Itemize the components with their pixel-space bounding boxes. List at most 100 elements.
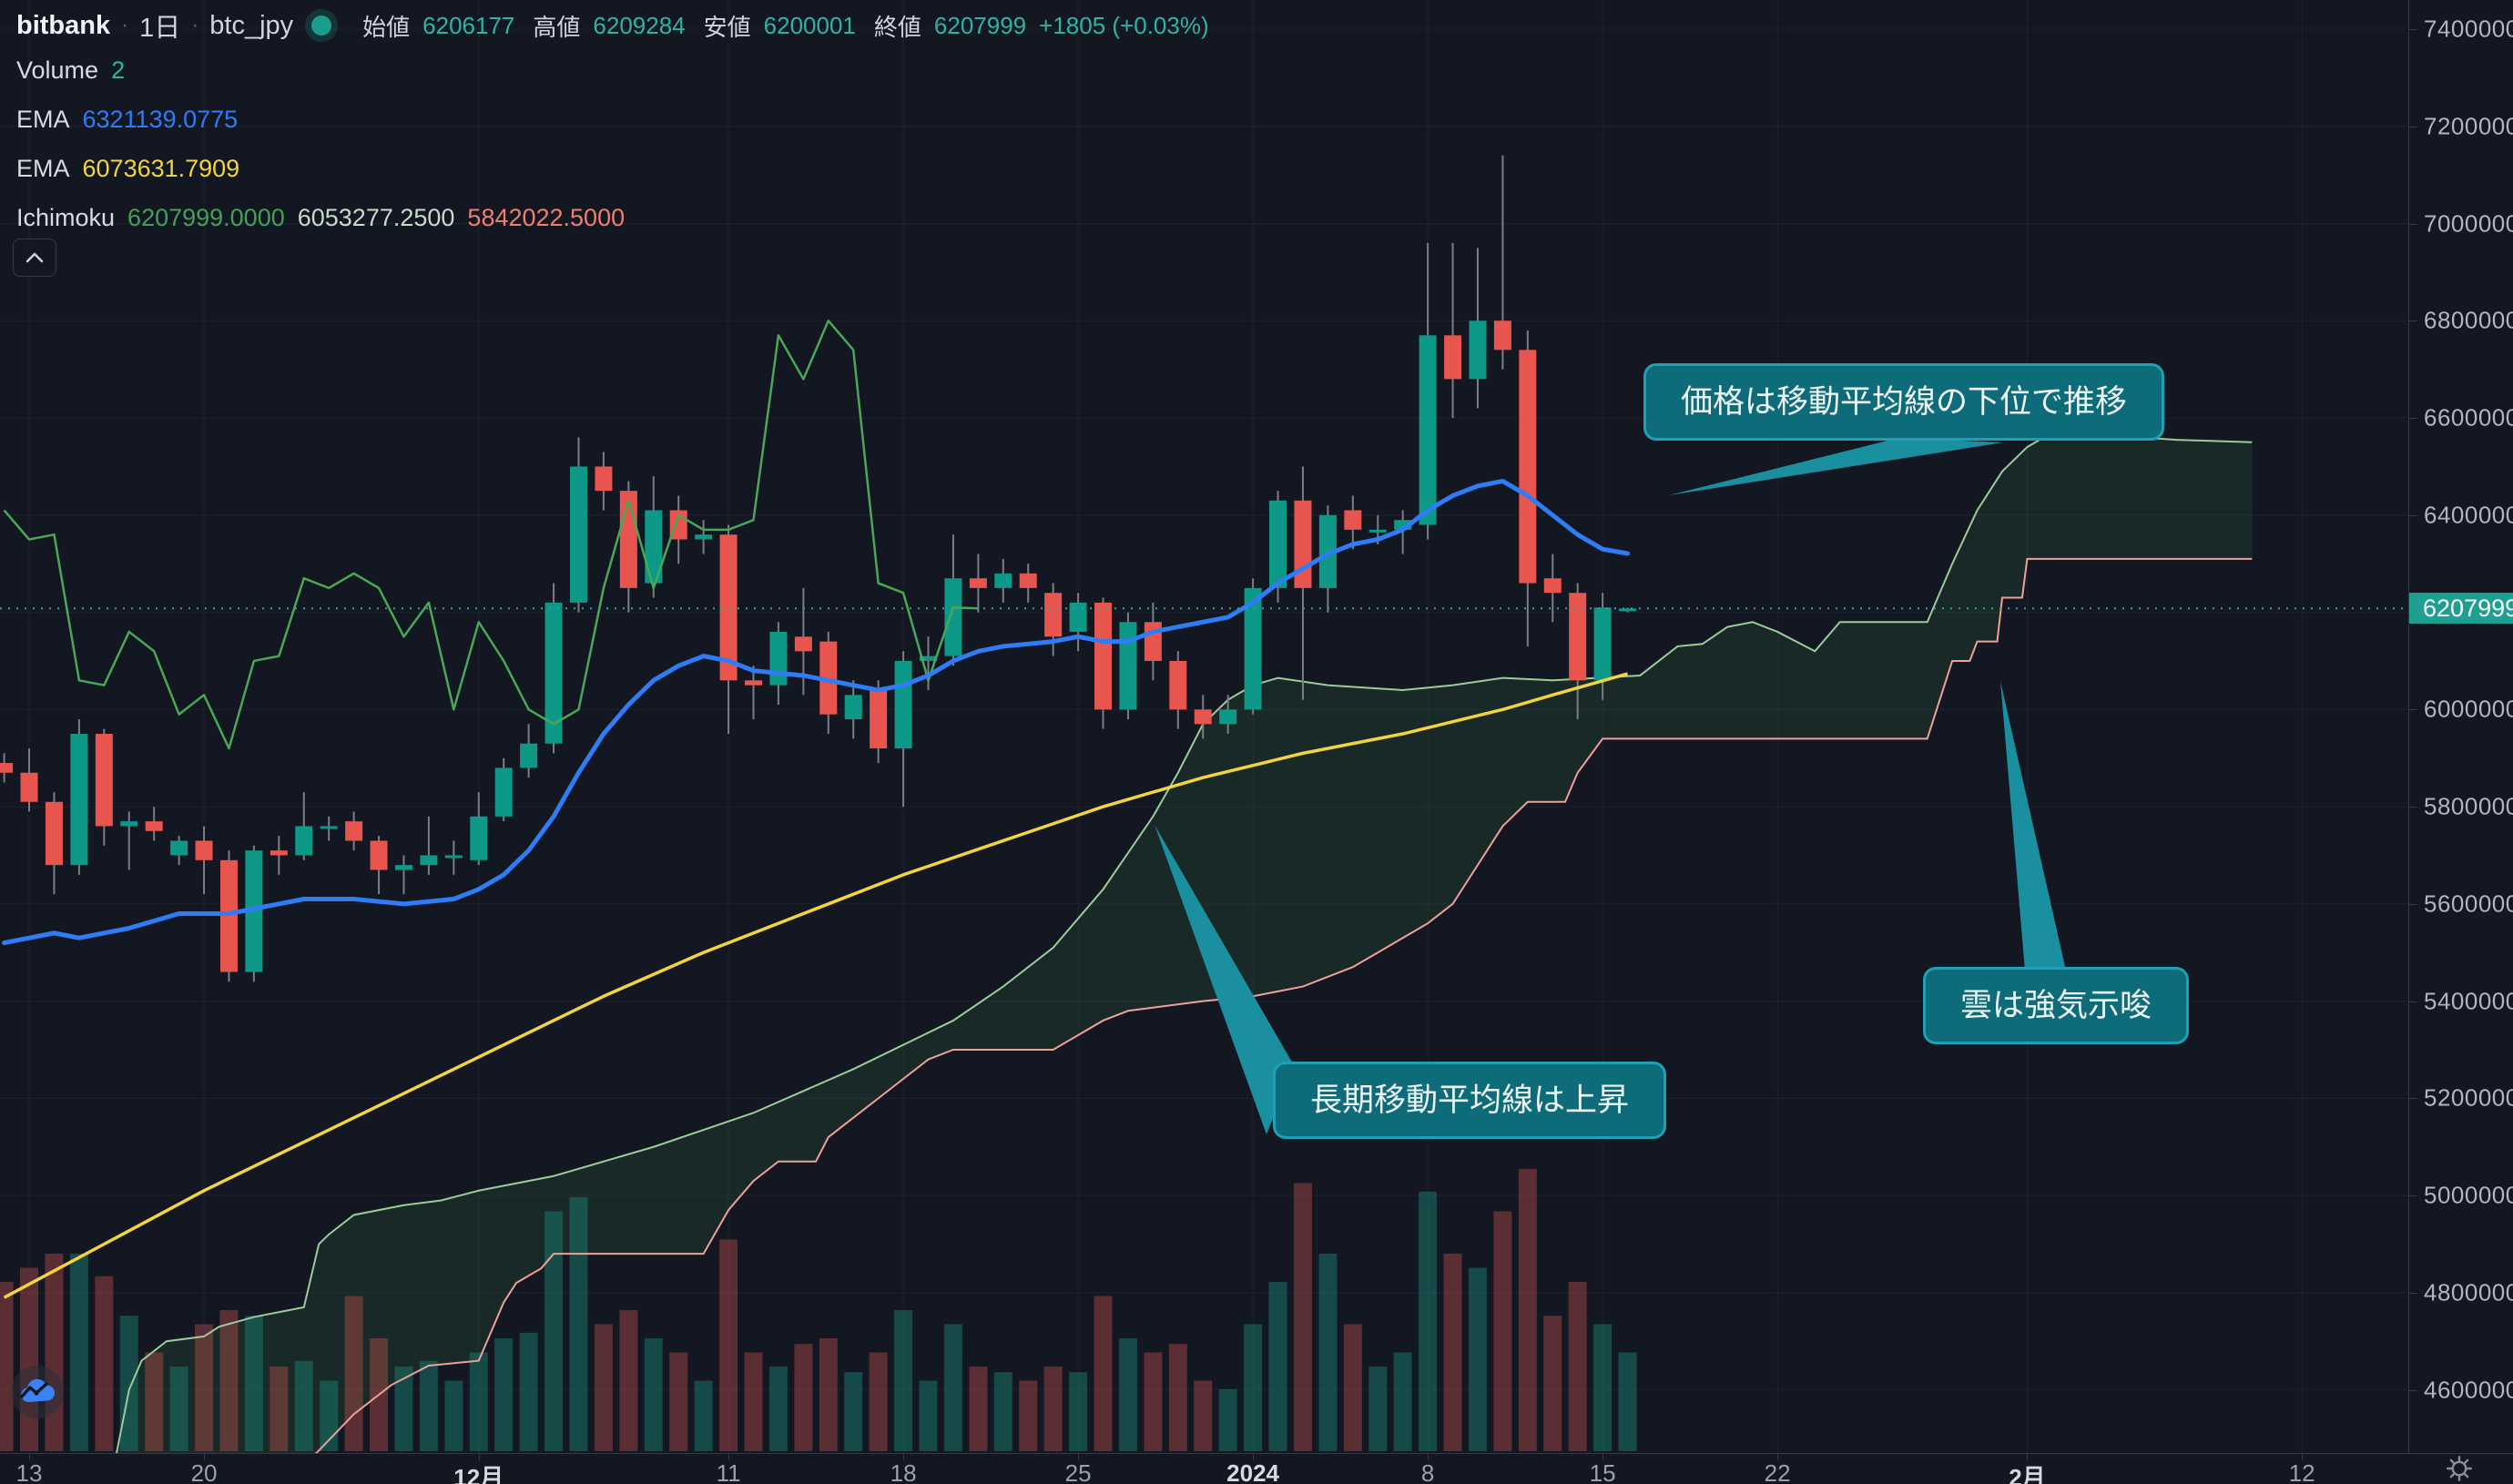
candle-body xyxy=(0,763,14,773)
volume-bar xyxy=(494,1338,514,1451)
volume-bar xyxy=(119,1316,138,1451)
candle-body xyxy=(1269,500,1287,588)
volume-bar xyxy=(145,1352,164,1451)
candle-body xyxy=(944,578,962,656)
high-value: 6209284 xyxy=(593,11,686,39)
candle-body xyxy=(70,734,88,866)
timezone-settings-button[interactable] xyxy=(2444,1455,2475,1482)
volume-bar xyxy=(894,1310,913,1451)
price-tick-mark xyxy=(2409,223,2417,225)
annotation-price-below-ma[interactable]: 価格は移動平均線の下位で推移 xyxy=(1643,363,2165,441)
candle-body xyxy=(1368,529,1387,533)
price-axis-label: 6800000 xyxy=(2424,306,2513,334)
price-axis-label: 4600000 xyxy=(2424,1376,2513,1404)
volume-bar xyxy=(594,1324,613,1451)
volume-bar xyxy=(1419,1191,1438,1451)
senkou-b-line xyxy=(314,557,2253,1453)
volume-bar xyxy=(869,1352,888,1451)
low-label: 安値 xyxy=(703,13,751,41)
candle-body xyxy=(994,573,1012,588)
price-tick-mark xyxy=(2409,418,2417,420)
candle-body xyxy=(1069,602,1087,632)
candle-body xyxy=(470,816,488,860)
candle-body xyxy=(345,821,363,841)
exchange-name[interactable]: bitbank xyxy=(16,10,111,40)
time-tick-mark xyxy=(29,1454,31,1460)
candle-body xyxy=(45,801,63,866)
volume-bar xyxy=(919,1380,938,1451)
chevron-up-icon xyxy=(25,252,44,263)
ema-label: EMA xyxy=(16,105,70,133)
candle-body xyxy=(20,772,38,802)
high-label: 高値 xyxy=(533,13,581,41)
time-axis-label: 11 xyxy=(716,1459,741,1484)
symbol-header[interactable]: bitbank · 1日 · btc_jpy 始値 6206177 高値 620… xyxy=(16,7,1209,44)
candle-body xyxy=(745,680,762,686)
candle-body xyxy=(420,855,438,866)
candle-body xyxy=(1543,578,1562,594)
volume-bar xyxy=(1168,1344,1187,1451)
price-axis-label: 6600000 xyxy=(2424,403,2513,432)
annotation-tail xyxy=(1155,825,1294,1134)
ema-fast-value: 6321139.0775 xyxy=(82,105,239,133)
time-tick-mark xyxy=(2027,1454,2029,1460)
price-tick-mark xyxy=(2409,514,2417,516)
candle-body xyxy=(195,840,213,860)
legend-collapse-button[interactable] xyxy=(13,239,56,277)
timeframe-label[interactable]: 1日 xyxy=(139,14,181,43)
ichimoku-value-lead2: 5842022.5000 xyxy=(467,203,626,231)
volume-bar xyxy=(1069,1372,1088,1451)
legend-volume[interactable]: Volume 2 xyxy=(16,56,125,85)
annotation-tail xyxy=(1669,438,2003,495)
volume-bar xyxy=(469,1352,488,1451)
ema-fast-line[interactable] xyxy=(2,478,1631,946)
price-axis-label: 5600000 xyxy=(2424,889,2513,918)
ichimoku-label: Ichimoku xyxy=(16,203,116,231)
volume-bar xyxy=(1368,1367,1388,1451)
volume-bar xyxy=(0,1282,14,1451)
time-tick-mark xyxy=(1602,1454,1604,1460)
price-axis-label: 7200000 xyxy=(2424,112,2513,140)
indicator-logo-button[interactable] xyxy=(11,1366,64,1418)
ichimoku-value-chikou: 6207999.0000 xyxy=(127,203,285,231)
price-axis-label: 5200000 xyxy=(2424,1083,2513,1112)
time-tick-mark xyxy=(478,1454,480,1460)
volume-bar xyxy=(219,1310,239,1451)
annotation-longterm-ma-rising[interactable]: 長期移動平均線は上昇 xyxy=(1273,1062,1667,1139)
close-label: 終値 xyxy=(873,13,921,41)
time-axis-label: 2024 xyxy=(1226,1459,1280,1484)
legend-ema-slow[interactable]: EMA 6073631.7909 xyxy=(16,154,239,183)
candle-body xyxy=(1094,602,1113,710)
volume-bar xyxy=(744,1352,763,1451)
cloud-chart-icon xyxy=(20,1378,56,1402)
time-axis[interactable]: 13 20 12月 11 18 25 2024 8 15 22 2月 12 xyxy=(0,1453,2513,1484)
candle-body xyxy=(1493,320,1511,351)
price-axis-label: 5400000 xyxy=(2424,987,2513,1015)
candle-body xyxy=(645,510,663,584)
volume-bar xyxy=(794,1344,813,1451)
price-axis[interactable]: 6207999 7400000 7200000 7000000 6800000 6600… xyxy=(2408,0,2513,1453)
candle-body xyxy=(320,826,338,829)
volume-bar xyxy=(1543,1316,1562,1451)
annotation-cloud-bullish[interactable]: 雲は強気示唆 xyxy=(1923,967,2190,1044)
plot-area[interactable] xyxy=(0,0,2408,1484)
volume-bar xyxy=(519,1332,538,1451)
volume-bar xyxy=(544,1211,564,1451)
volume-bar xyxy=(569,1197,588,1451)
volume-bar xyxy=(1293,1183,1312,1451)
volume-bar xyxy=(69,1254,88,1451)
time-tick-mark xyxy=(903,1454,905,1460)
price-tick-mark xyxy=(2409,1195,2417,1197)
time-tick-mark xyxy=(1078,1454,1080,1460)
volume-bar xyxy=(1094,1296,1113,1451)
ema-slow-line[interactable] xyxy=(3,672,1629,1299)
pair-label[interactable]: btc_jpy xyxy=(209,10,294,40)
candle-body xyxy=(844,695,862,720)
volume-bar xyxy=(719,1239,738,1451)
legend-ema-fast[interactable]: EMA 6321139.0775 xyxy=(16,105,238,134)
legend-ichimoku[interactable]: Ichimoku 6207999.0000 6053277.2500 58420… xyxy=(16,203,625,232)
candle-body xyxy=(920,656,938,661)
volume-bar xyxy=(244,1316,263,1451)
price-tick-mark xyxy=(2409,903,2417,905)
